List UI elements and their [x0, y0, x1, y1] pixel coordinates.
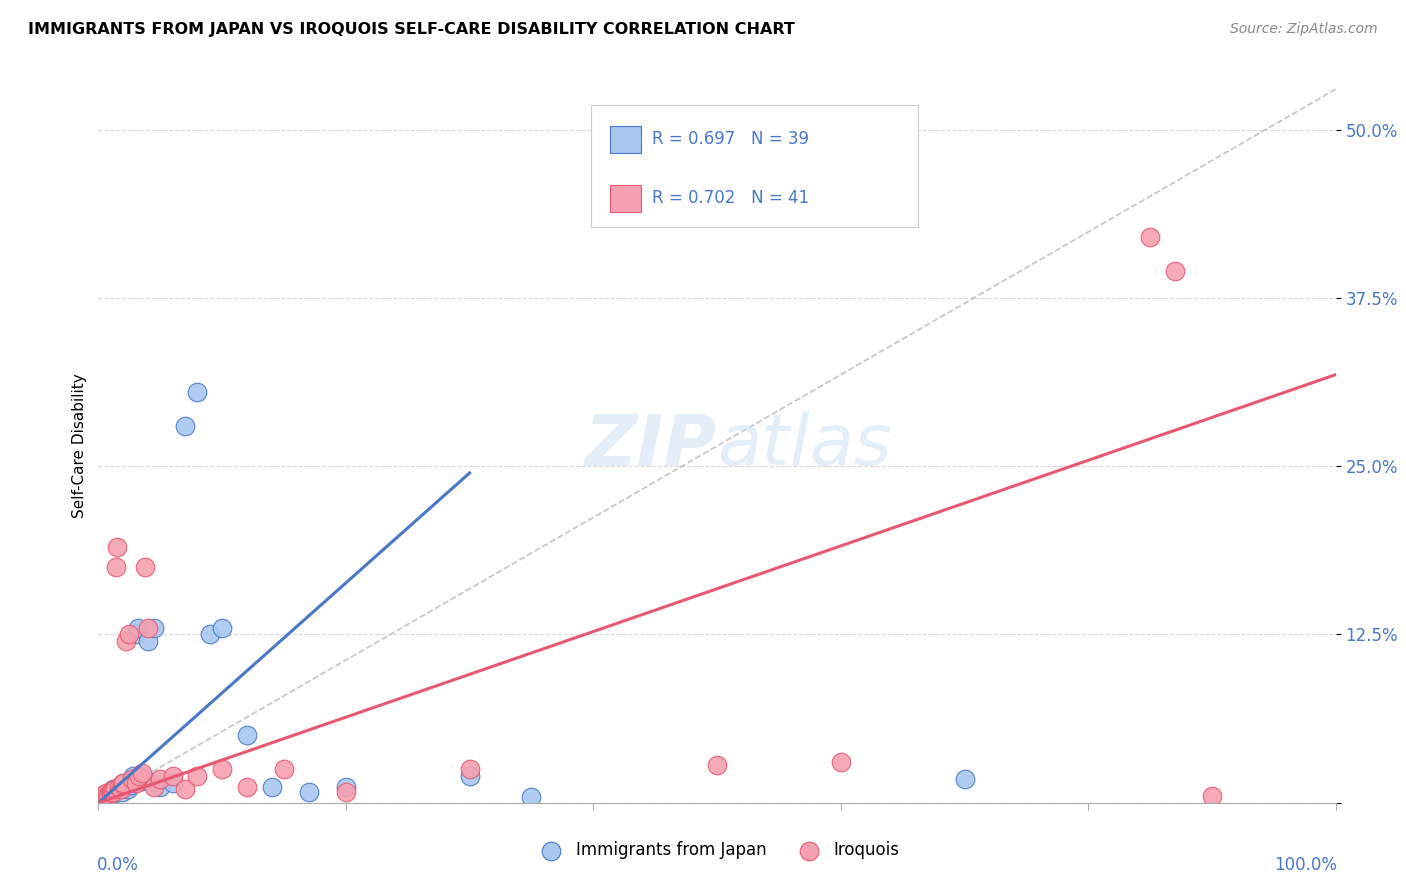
Y-axis label: Self-Care Disability: Self-Care Disability: [72, 374, 87, 518]
Point: [143, 780, 166, 794]
Point: [112, 775, 135, 789]
Point: [211, 621, 233, 635]
Point: [93, 790, 115, 805]
Point: [124, 627, 146, 641]
Point: [110, 782, 132, 797]
Point: [1139, 230, 1161, 244]
Point: [260, 780, 283, 794]
Point: [1164, 264, 1187, 278]
Point: [101, 785, 124, 799]
Point: [114, 780, 136, 794]
Point: [112, 775, 135, 789]
Point: [104, 560, 127, 574]
Point: [149, 780, 172, 794]
Point: [118, 627, 141, 641]
Point: [111, 777, 134, 791]
Point: [98, 785, 121, 799]
Point: [100, 786, 122, 800]
Point: [162, 775, 184, 789]
Point: [108, 780, 131, 794]
Point: [90, 789, 112, 803]
Point: [458, 762, 481, 776]
Point: [131, 766, 153, 780]
Point: [131, 774, 153, 789]
Point: [94, 788, 117, 802]
Text: 0.0%: 0.0%: [97, 856, 139, 874]
Point: [128, 769, 150, 783]
Point: [101, 783, 124, 797]
Point: [136, 634, 159, 648]
Point: [103, 782, 125, 797]
Point: [121, 772, 143, 786]
Point: [830, 756, 852, 770]
Point: [103, 782, 125, 797]
Point: [174, 418, 197, 433]
Point: [122, 769, 145, 783]
Point: [136, 621, 159, 635]
Point: [97, 789, 120, 803]
Point: [335, 780, 357, 794]
Point: [108, 780, 131, 794]
Point: [953, 772, 976, 786]
Point: [103, 786, 125, 800]
Legend: Immigrants from Japan, Iroquois: Immigrants from Japan, Iroquois: [527, 835, 907, 866]
Point: [143, 621, 166, 635]
Point: [236, 780, 259, 794]
Point: [335, 785, 357, 799]
Text: R = 0.697   N = 39: R = 0.697 N = 39: [652, 130, 810, 148]
Point: [93, 790, 115, 805]
Point: [198, 627, 221, 641]
Text: 100.0%: 100.0%: [1274, 856, 1337, 874]
Point: [162, 769, 184, 783]
Point: [117, 782, 139, 797]
Point: [111, 785, 134, 799]
Point: [104, 783, 127, 797]
Point: [94, 786, 117, 800]
Point: [458, 769, 481, 783]
Point: [91, 789, 114, 803]
Point: [124, 775, 146, 789]
Point: [100, 788, 122, 802]
Point: [114, 634, 136, 648]
Point: [107, 782, 129, 797]
Text: Source: ZipAtlas.com: Source: ZipAtlas.com: [1230, 22, 1378, 37]
Point: [1201, 789, 1223, 803]
Point: [186, 385, 208, 400]
Point: [127, 621, 149, 635]
Point: [96, 789, 118, 803]
Point: [93, 791, 115, 805]
Point: [298, 785, 321, 799]
Point: [120, 778, 142, 792]
Text: R = 0.702   N = 41: R = 0.702 N = 41: [652, 189, 810, 207]
Point: [186, 769, 208, 783]
Point: [273, 762, 295, 776]
Point: [520, 790, 543, 805]
Point: [103, 785, 125, 799]
Text: atlas: atlas: [717, 411, 891, 481]
Point: [174, 782, 197, 797]
Point: [211, 762, 233, 776]
Point: [96, 790, 118, 805]
Point: [93, 788, 115, 802]
Point: [105, 540, 128, 554]
Point: [236, 729, 259, 743]
Text: IMMIGRANTS FROM JAPAN VS IROQUOIS SELF-CARE DISABILITY CORRELATION CHART: IMMIGRANTS FROM JAPAN VS IROQUOIS SELF-C…: [28, 22, 794, 37]
Point: [706, 758, 728, 772]
Point: [149, 772, 172, 786]
Text: ZIP: ZIP: [585, 411, 717, 481]
Point: [134, 772, 156, 786]
Point: [91, 791, 114, 805]
Point: [98, 786, 121, 800]
Point: [97, 788, 120, 802]
Point: [134, 560, 156, 574]
